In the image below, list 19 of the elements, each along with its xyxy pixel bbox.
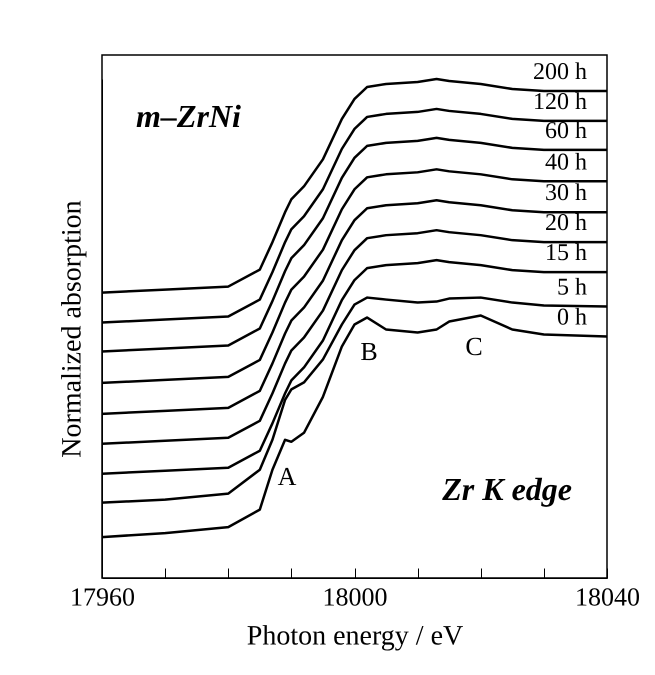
- series-label: 60 h: [545, 118, 587, 144]
- annotation: C: [465, 332, 483, 361]
- annotation: A: [278, 462, 297, 491]
- x-tick-label: 18040: [575, 582, 640, 612]
- series-label: 200 h: [533, 58, 587, 85]
- x-tick-label: 17960: [70, 582, 135, 612]
- series-label: 120 h: [533, 88, 587, 115]
- annotation: B: [360, 337, 378, 366]
- series-label: 5 h: [557, 274, 587, 301]
- y-axis-title: Normalized absorption: [56, 200, 88, 458]
- series-label: 0 h: [557, 304, 587, 330]
- series-label: 20 h: [545, 210, 587, 236]
- annotation: m–ZrNi: [136, 98, 241, 134]
- series-label: 30 h: [545, 180, 587, 206]
- annotation: Zr K edge: [441, 471, 572, 507]
- x-tick-label: 18000: [322, 582, 388, 612]
- series-label: 40 h: [545, 149, 587, 176]
- series-label: 15 h: [545, 240, 587, 266]
- x-axis-title: Photon energy / eV: [246, 620, 464, 652]
